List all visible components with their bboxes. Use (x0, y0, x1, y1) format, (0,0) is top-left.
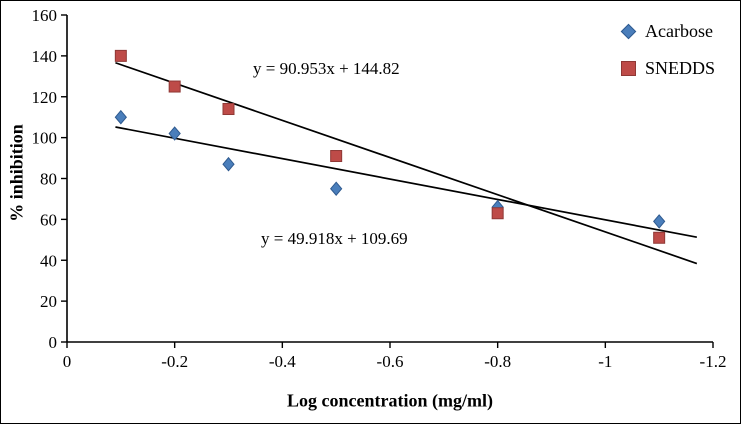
acarbose-point (168, 126, 181, 141)
y-tick-label: 60 (40, 210, 57, 229)
diamond-marker-icon (620, 23, 637, 40)
snedds-trendline-equation: y = 90.953x + 144.82 (253, 59, 400, 78)
acarbose-trendline (115, 126, 698, 239)
square-marker-icon (621, 61, 636, 76)
acarbose-point (330, 181, 343, 196)
x-tick-label: -0.2 (161, 352, 188, 371)
y-tick-label: 140 (32, 47, 58, 66)
y-tick-label: 160 (32, 6, 58, 25)
y-tick-label: 120 (32, 88, 58, 107)
y-tick-label: 40 (40, 251, 57, 270)
y-tick-label: 20 (40, 292, 57, 311)
y-tick-label: 100 (32, 129, 58, 148)
acarbose-point (222, 156, 235, 172)
snedds-point (222, 103, 235, 116)
legend-label-acarbose: Acarbose (645, 21, 713, 41)
acarbose-trendline-equation: y = 49.918x + 109.69 (261, 229, 408, 248)
snedds-point (168, 80, 181, 93)
snedds-point (114, 49, 127, 62)
x-tick-label: -0.4 (269, 352, 296, 371)
snedds-point (653, 231, 666, 244)
x-tick-label: -0.6 (377, 352, 404, 371)
y-tick-label: 0 (49, 333, 58, 352)
acarbose-point (653, 214, 666, 229)
legend-label-snedds: SNEDDS (645, 58, 716, 78)
x-tick-label: -1 (598, 352, 612, 371)
legend-item-snedds: SNEDDS (621, 58, 715, 79)
snedds-point (330, 150, 343, 163)
legend: Acarbose SNEDDS (620, 21, 715, 79)
x-tick-label: 0 (63, 352, 72, 371)
legend-item-acarbose: Acarbose (620, 21, 715, 42)
y-tick-label: 80 (40, 170, 57, 189)
x-tick-label: -1.2 (700, 352, 727, 371)
x-axis-title: Log concentration (mg/ml) (287, 390, 493, 411)
snedds-trendline (115, 61, 698, 265)
y-axis-title: % inhibition (6, 124, 27, 222)
x-tick-label: -0.8 (484, 352, 511, 371)
acarbose-point (114, 109, 127, 125)
snedds-point (491, 207, 504, 220)
